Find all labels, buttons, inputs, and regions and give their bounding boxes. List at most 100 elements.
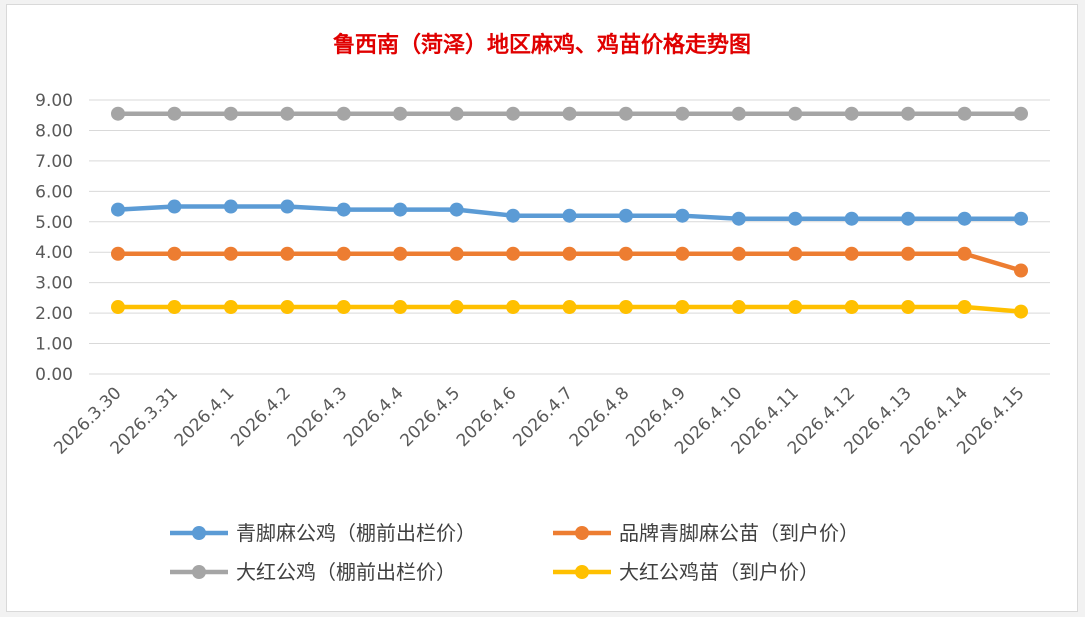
data-point: [336, 246, 351, 261]
data-point: [618, 300, 633, 315]
data-point: [731, 300, 746, 315]
data-point: [844, 300, 859, 315]
data-point: [167, 246, 182, 261]
data-point: [788, 211, 803, 226]
legend-swatch-marker: [192, 565, 206, 579]
data-point: [844, 211, 859, 226]
x-tick-label: 2026.4.7: [509, 383, 577, 451]
data-point: [844, 106, 859, 121]
data-point: [901, 211, 916, 226]
chart-title: 鲁西南（菏泽）地区麻鸡、鸡苗价格走势图: [332, 32, 751, 58]
data-point: [449, 300, 464, 315]
x-tick-label: 2026.4.8: [566, 383, 634, 451]
data-point: [788, 106, 803, 121]
data-point: [1014, 211, 1028, 226]
x-tick-label: 2026.4.5: [396, 383, 464, 451]
data-point: [280, 300, 295, 315]
data-point: [167, 106, 182, 121]
data-point: [449, 106, 464, 121]
legend-item: 大红公鸡（棚前出栏价）: [170, 560, 456, 584]
y-tick-label: 3.00: [35, 274, 73, 294]
data-point: [336, 300, 351, 315]
y-tick-label: 1.00: [35, 335, 73, 355]
y-tick-label: 7.00: [35, 152, 73, 172]
data-point: [280, 246, 295, 261]
data-point: [901, 246, 916, 261]
data-point: [562, 208, 577, 223]
data-point: [449, 202, 464, 217]
y-tick-label: 2.00: [35, 304, 73, 324]
data-point: [336, 202, 351, 217]
data-point: [788, 300, 803, 315]
series-group: [111, 106, 1028, 319]
data-point: [223, 106, 238, 121]
data-point: [1014, 304, 1028, 319]
x-tick-label: 2026.4.4: [340, 383, 408, 451]
data-point: [506, 300, 521, 315]
data-point: [957, 106, 972, 121]
y-tick-label: 5.00: [35, 213, 73, 233]
x-tick-label: 2026.4.6: [453, 383, 521, 451]
data-point: [223, 246, 238, 261]
legend-label: 大红公鸡苗（到户价）: [619, 560, 819, 584]
series-1: [111, 246, 1028, 278]
y-tick-label: 4.00: [35, 243, 73, 263]
legend: 青脚麻公鸡（棚前出栏价） 品牌青脚麻公苗（到户价） 大红公鸡（棚前出栏价） 大红公鸡苗…: [170, 521, 859, 584]
data-point: [449, 246, 464, 261]
data-point: [223, 300, 238, 315]
legend-label: 品牌青脚麻公苗（到户价）: [619, 521, 859, 545]
data-point: [675, 106, 690, 121]
data-point: [111, 246, 125, 261]
data-point: [111, 202, 125, 217]
data-point: [901, 300, 916, 315]
data-point: [506, 208, 521, 223]
y-tick-label: 9.00: [35, 91, 73, 111]
data-point: [844, 246, 859, 261]
y-tick-label: 6.00: [35, 182, 73, 202]
data-point: [731, 211, 746, 226]
y-tick-label: 8.00: [35, 121, 73, 141]
legend-swatch-marker: [192, 526, 206, 540]
data-point: [393, 300, 408, 315]
x-tick-label: 2026.4.2: [227, 383, 295, 451]
gridlines: [89, 99, 1050, 375]
data-point: [957, 246, 972, 261]
data-point: [957, 300, 972, 315]
legend-item: 品牌青脚麻公苗（到户价）: [553, 521, 859, 545]
series-3: [111, 300, 1028, 319]
data-point: [675, 246, 690, 261]
y-tick-label: 0.00: [35, 365, 73, 385]
data-point: [731, 246, 746, 261]
data-point: [675, 208, 690, 223]
data-point: [562, 246, 577, 261]
legend-swatch-marker: [575, 526, 589, 540]
data-point: [111, 106, 125, 121]
data-point: [957, 211, 972, 226]
data-point: [618, 106, 633, 121]
data-point: [393, 202, 408, 217]
data-point: [111, 300, 125, 315]
data-point: [280, 199, 295, 214]
data-point: [336, 106, 351, 121]
series-0: [111, 199, 1028, 226]
legend-item: 大红公鸡苗（到户价）: [553, 560, 819, 584]
data-point: [506, 246, 521, 261]
series-2: [111, 106, 1028, 121]
legend-label: 青脚麻公鸡（棚前出栏价）: [236, 521, 476, 545]
data-point: [788, 246, 803, 261]
legend-item: 青脚麻公鸡（棚前出栏价）: [170, 521, 476, 545]
data-point: [393, 246, 408, 261]
y-axis-ticks: 0.00 1.00 2.00 3.00 4.00 5.00 6.00 7.00 8.00 9.00: [35, 91, 73, 385]
data-point: [562, 106, 577, 121]
legend-swatch-marker: [575, 565, 589, 579]
data-point: [167, 199, 182, 214]
x-axis-ticks: 2026.3.302026.3.312026.4.12026.4.22026.4…: [50, 383, 1028, 458]
x-tick-label: 2026.4.1: [171, 383, 239, 451]
data-point: [731, 106, 746, 121]
data-point: [280, 106, 295, 121]
data-point: [393, 106, 408, 121]
data-point: [618, 246, 633, 261]
data-point: [506, 106, 521, 121]
legend-label: 大红公鸡（棚前出栏价）: [236, 560, 456, 584]
